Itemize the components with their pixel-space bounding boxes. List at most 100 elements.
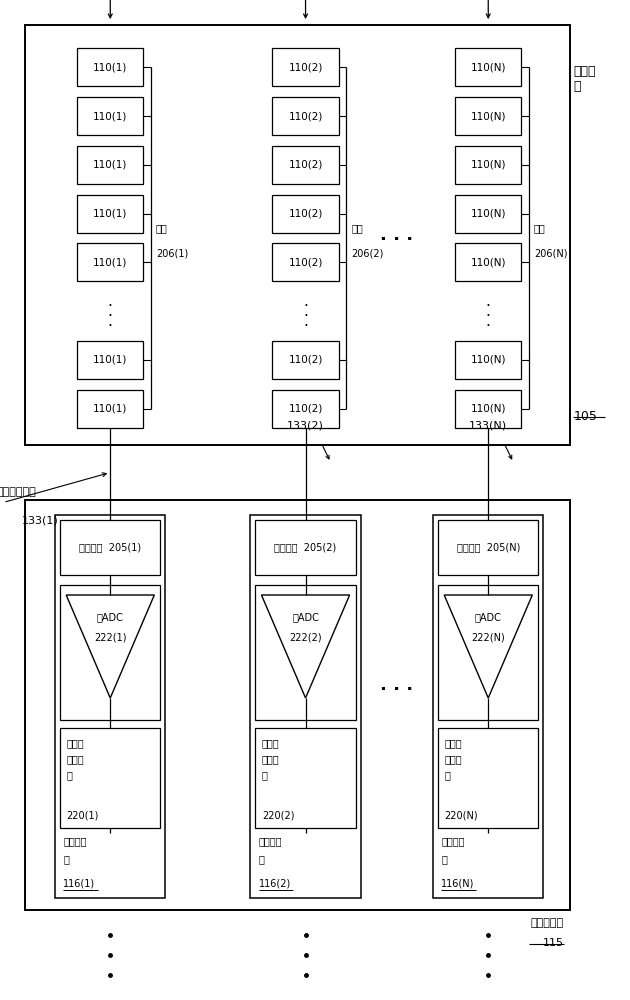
Bar bbox=[256, 520, 355, 575]
Text: 110(2): 110(2) bbox=[289, 355, 323, 365]
Bar bbox=[77, 146, 143, 184]
Bar bbox=[55, 515, 165, 898]
Text: ·: · bbox=[303, 309, 308, 324]
Bar bbox=[77, 341, 143, 379]
Text: 110(1): 110(1) bbox=[93, 404, 127, 414]
Text: 110(N): 110(N) bbox=[471, 62, 506, 72]
Text: ·: · bbox=[108, 299, 113, 314]
Text: 保持电: 保持电 bbox=[262, 754, 279, 764]
Bar bbox=[455, 243, 522, 281]
Text: 110(2): 110(2) bbox=[289, 257, 323, 267]
Text: 220(N): 220(N) bbox=[445, 810, 478, 820]
Text: ·: · bbox=[303, 299, 308, 314]
Text: 列ADC: 列ADC bbox=[292, 612, 319, 622]
Text: 133(N): 133(N) bbox=[469, 421, 507, 431]
Text: ·: · bbox=[108, 309, 113, 324]
Text: 保持电: 保持电 bbox=[445, 754, 462, 764]
Text: 133(1): 133(1) bbox=[22, 516, 59, 525]
Text: 110(N): 110(N) bbox=[471, 404, 506, 414]
Text: 110(N): 110(N) bbox=[471, 257, 506, 267]
Bar bbox=[60, 728, 160, 828]
Bar bbox=[273, 195, 339, 233]
Bar bbox=[25, 25, 570, 445]
Bar bbox=[438, 585, 538, 720]
Text: 110(2): 110(2) bbox=[289, 160, 323, 170]
Text: ·: · bbox=[486, 309, 491, 324]
Bar bbox=[273, 48, 339, 86]
Polygon shape bbox=[444, 595, 532, 698]
Text: 222(2): 222(2) bbox=[289, 632, 322, 642]
Text: 位线连接开关: 位线连接开关 bbox=[0, 488, 37, 497]
Text: 采样和: 采样和 bbox=[67, 738, 84, 748]
Text: ·: · bbox=[486, 299, 491, 314]
Bar bbox=[438, 520, 538, 575]
Text: 133(2): 133(2) bbox=[287, 421, 324, 431]
Text: 列读取电: 列读取电 bbox=[63, 836, 87, 846]
Bar bbox=[455, 390, 522, 428]
Text: 采样和: 采样和 bbox=[262, 738, 279, 748]
Text: ·: · bbox=[108, 319, 113, 334]
Bar bbox=[77, 390, 143, 428]
Bar bbox=[455, 195, 522, 233]
Text: 105: 105 bbox=[573, 410, 597, 423]
Text: 像素阵
列: 像素阵 列 bbox=[573, 65, 596, 93]
Text: 列放大器  205(1): 列放大器 205(1) bbox=[79, 542, 141, 552]
Text: 116(1): 116(1) bbox=[63, 878, 95, 888]
Bar bbox=[77, 48, 143, 86]
Bar bbox=[455, 48, 522, 86]
Text: 110(1): 110(1) bbox=[93, 62, 127, 72]
Text: 222(N): 222(N) bbox=[471, 632, 505, 642]
Text: 路: 路 bbox=[67, 770, 72, 780]
Text: 220(2): 220(2) bbox=[262, 810, 294, 820]
Text: 路: 路 bbox=[262, 770, 268, 780]
Text: 列放大器  205(2): 列放大器 205(2) bbox=[275, 542, 336, 552]
Text: 保持电: 保持电 bbox=[67, 754, 84, 764]
Polygon shape bbox=[66, 595, 154, 698]
Text: 115: 115 bbox=[543, 938, 564, 948]
Text: 列ADC: 列ADC bbox=[475, 612, 501, 622]
Text: 220(1): 220(1) bbox=[67, 810, 99, 820]
Text: ·: · bbox=[303, 319, 308, 334]
Text: 路: 路 bbox=[259, 854, 265, 864]
Text: 110(2): 110(2) bbox=[289, 404, 323, 414]
Text: . . .: . . . bbox=[381, 676, 413, 694]
Bar bbox=[438, 728, 538, 828]
Bar bbox=[60, 520, 160, 575]
Bar bbox=[455, 146, 522, 184]
Text: 110(N): 110(N) bbox=[471, 355, 506, 365]
Text: 列ADC: 列ADC bbox=[97, 612, 123, 622]
Bar bbox=[25, 500, 570, 910]
Text: 110(1): 110(1) bbox=[93, 257, 127, 267]
Text: 采样和: 采样和 bbox=[445, 738, 462, 748]
Bar bbox=[77, 243, 143, 281]
Text: 位线: 位线 bbox=[156, 223, 168, 233]
Text: 206(1): 206(1) bbox=[156, 248, 188, 258]
Text: 110(2): 110(2) bbox=[289, 209, 323, 219]
Text: 110(1): 110(1) bbox=[93, 160, 127, 170]
Text: 列读取电: 列读取电 bbox=[441, 836, 465, 846]
Text: 116(2): 116(2) bbox=[259, 878, 291, 888]
Text: 116(N): 116(N) bbox=[441, 878, 474, 888]
Text: 110(1): 110(1) bbox=[93, 209, 127, 219]
Bar bbox=[273, 97, 339, 135]
Text: 位线: 位线 bbox=[534, 223, 546, 233]
Text: 位线: 位线 bbox=[352, 223, 363, 233]
Bar bbox=[256, 585, 355, 720]
Text: 222(1): 222(1) bbox=[94, 632, 127, 642]
Text: 110(1): 110(1) bbox=[93, 355, 127, 365]
Text: 110(2): 110(2) bbox=[289, 62, 323, 72]
Text: ·: · bbox=[486, 319, 491, 334]
Text: . . .: . . . bbox=[381, 226, 413, 244]
Bar bbox=[273, 341, 339, 379]
Bar bbox=[250, 515, 360, 898]
Text: 路: 路 bbox=[63, 854, 69, 864]
Text: 110(N): 110(N) bbox=[471, 160, 506, 170]
Polygon shape bbox=[261, 595, 350, 698]
Text: 110(N): 110(N) bbox=[471, 111, 506, 121]
Text: 110(1): 110(1) bbox=[93, 111, 127, 121]
Text: 110(N): 110(N) bbox=[471, 209, 506, 219]
Text: 路: 路 bbox=[445, 770, 450, 780]
Bar bbox=[455, 341, 522, 379]
Text: 110(2): 110(2) bbox=[289, 111, 323, 121]
Bar bbox=[273, 146, 339, 184]
